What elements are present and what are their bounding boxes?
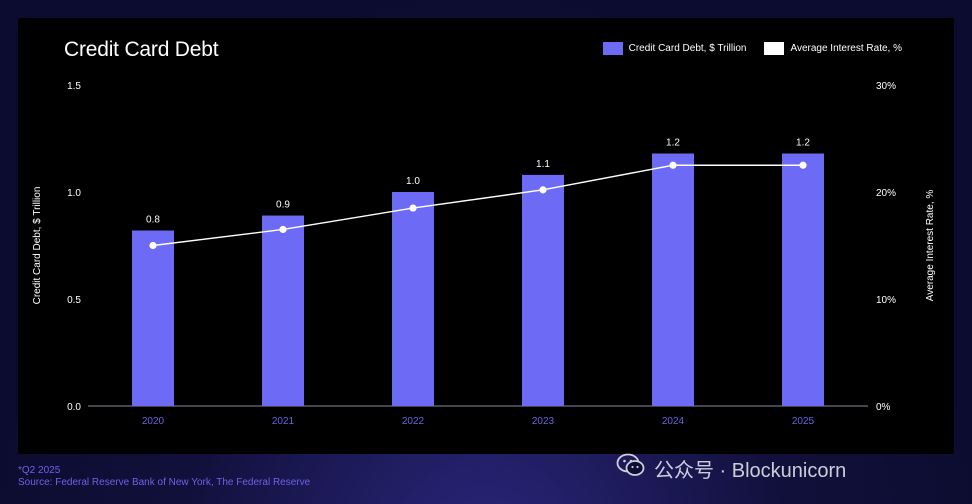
bar-data-label: 1.2 (666, 137, 680, 148)
bar-data-label: 1.0 (406, 176, 420, 187)
bar (262, 215, 304, 406)
legend-swatch-debt (602, 42, 623, 55)
bar (782, 153, 824, 406)
legend-swatch-rate (764, 42, 785, 55)
bar (652, 153, 694, 406)
y2-tick-label: 0% (876, 402, 891, 413)
line-point (149, 241, 157, 250)
x-tick-label: 2024 (662, 416, 685, 427)
legend-label-debt: Credit Card Debt, $ Trillion (628, 43, 747, 54)
legend-label-rate: Average Interest Rate, % (790, 43, 902, 54)
line-point (539, 186, 547, 194)
y2-axis-title: Average Interest Rate, % (925, 190, 936, 302)
bar (132, 230, 174, 406)
y-tick-label: 1.0 (67, 188, 81, 199)
bar (522, 174, 564, 406)
x-tick-label: 2025 (792, 416, 815, 427)
bar-data-label: 1.1 (536, 159, 550, 170)
line-point (279, 225, 287, 234)
line-point (669, 161, 677, 169)
legend-item-debt: Credit Card Debt, $ Trillion (602, 42, 747, 55)
chart-title: Credit Card Debt (64, 38, 219, 61)
footnote: *Q2 2025 Source: Federal Reserve Bank of… (18, 465, 310, 489)
line-point (799, 161, 807, 169)
y2-tick-label: 30% (876, 81, 896, 92)
bar (392, 192, 434, 406)
footnote-note: *Q2 2025 (18, 465, 61, 476)
x-tick-label: 2022 (402, 416, 425, 427)
footnote-source: Source: Federal Reserve Bank of New York… (18, 477, 311, 488)
y-tick-label: 0.5 (67, 295, 81, 306)
watermark: 公众号 · Blockunicorn (616, 452, 846, 484)
bar-data-label: 1.2 (796, 137, 810, 148)
x-tick-label: 2021 (272, 416, 295, 427)
y-axis-title: Credit Card Debt, $ Trillion (32, 187, 43, 305)
bar-data-label: 0.9 (276, 200, 290, 211)
series-line-interest-rate (152, 164, 803, 247)
legend-item-rate: Average Interest Rate, % (764, 42, 902, 55)
bar-data-label: 0.8 (146, 215, 160, 226)
wechat-icon (616, 452, 646, 484)
x-tick-label: 2020 (142, 416, 165, 427)
line-point (409, 204, 417, 212)
y-tick-label: 0.0 (67, 402, 81, 413)
x-tick-label: 2023 (532, 416, 555, 427)
y-tick-label: 1.5 (67, 81, 81, 92)
watermark-text: 公众号 · Blockunicorn (654, 459, 847, 482)
chart-legend: Credit Card Debt, $ Trillion Average Int… (585, 42, 902, 55)
y2-tick-label: 20% (876, 188, 896, 199)
y2-tick-label: 10% (876, 295, 896, 306)
